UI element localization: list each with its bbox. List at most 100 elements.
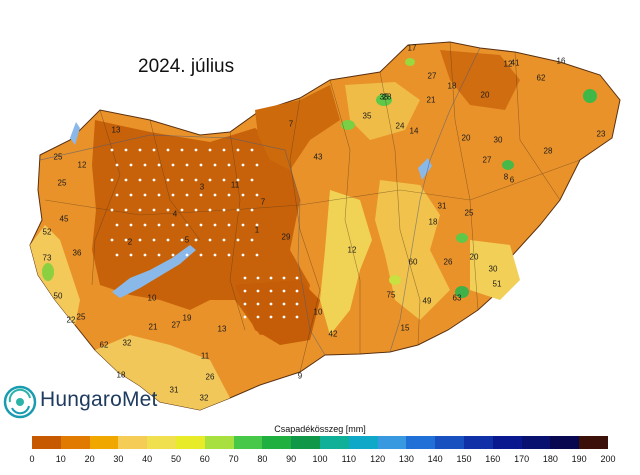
legend-tick-label: 170 [514, 454, 530, 464]
station-dot [255, 193, 259, 197]
legend-title: Csapadékösszeg [mm] [274, 424, 366, 434]
station-dot [157, 193, 161, 197]
precip-value-label: 20 [469, 252, 479, 262]
station-dot [115, 163, 119, 167]
legend-tick-label: 100 [312, 454, 328, 464]
station-dot [255, 253, 259, 257]
station-dot [180, 238, 184, 242]
precip-value-label: 52 [42, 227, 52, 237]
legend-tick-label: 140 [427, 454, 443, 464]
station-dot [143, 193, 147, 197]
station-dot [199, 163, 203, 167]
precip-value-label: 6 [509, 175, 515, 185]
station-dot [115, 193, 119, 197]
precip-value-label: 42 [328, 329, 338, 339]
precip-value-label: 23 [596, 129, 606, 139]
station-dot [194, 148, 198, 152]
precip-value-label: 25 [57, 178, 67, 188]
precip-value-label: 14 [409, 126, 419, 136]
precip-value-label: 27 [171, 320, 181, 330]
legend-swatch [233, 436, 263, 449]
precip-value-label: 8 [503, 172, 509, 182]
station-dot [256, 276, 260, 280]
legend-swatch [32, 436, 61, 449]
station-dot [222, 148, 226, 152]
station-dot [227, 163, 231, 167]
wet-spot [389, 275, 401, 285]
station-dot [166, 148, 170, 152]
legend-tick-label: 190 [571, 454, 587, 464]
precip-value-label: 45 [59, 214, 69, 224]
station-dot [143, 163, 147, 167]
precip-value-label: 28 [543, 146, 553, 156]
precip-value-label: 31 [169, 385, 179, 395]
station-dot [199, 193, 203, 197]
station-dot [129, 253, 133, 257]
legend-swatch [175, 436, 205, 449]
precip-value-label: 16 [556, 56, 566, 66]
station-dot [243, 302, 247, 306]
station-dot [222, 208, 226, 212]
legend-tick-label: 20 [84, 454, 95, 464]
station-dot [227, 193, 231, 197]
station-dot [236, 178, 240, 182]
legend-tick-label: 0 [29, 454, 35, 464]
legend-swatch [492, 436, 522, 449]
station-dot [243, 289, 247, 293]
station-dot [152, 148, 156, 152]
legend-swatch [521, 436, 551, 449]
station-dot [143, 223, 147, 227]
station-dot [250, 208, 254, 212]
wet-spot [583, 89, 597, 103]
legend-tick-label: 150 [456, 454, 472, 464]
precip-value-label: 13 [217, 324, 227, 334]
precip-value-label: 30 [488, 264, 498, 274]
precip-value-label: 31 [437, 201, 447, 211]
station-dot [115, 253, 119, 257]
station-dot [256, 315, 260, 319]
legend-tick-label: 80 [257, 454, 268, 464]
station-dot [171, 193, 175, 197]
station-dot [213, 193, 217, 197]
station-dot [110, 208, 114, 212]
station-dot [295, 276, 299, 280]
station-dot [129, 223, 133, 227]
legend-ticks: 0 10 20 30 40 50 60 70 80 90 100 110 120 130 140 150 160… [0, 452, 640, 468]
station-dot [157, 223, 161, 227]
legend-tick-label: 90 [286, 454, 297, 464]
precip-value-label: 43 [313, 152, 323, 162]
station-dot [243, 276, 247, 280]
station-dot [227, 253, 231, 257]
precip-value-label: 30 [493, 135, 503, 145]
low-precip-stations [110, 148, 299, 319]
precip-value-label: 12 [77, 160, 87, 170]
station-dot [110, 148, 114, 152]
precip-value-label: 62 [99, 340, 109, 350]
precip-value-label: 12 [347, 245, 357, 255]
station-dot [282, 276, 286, 280]
precip-value-label: 35 [362, 111, 372, 121]
station-dot [199, 253, 203, 257]
station-dot [269, 302, 273, 306]
station-dot [213, 253, 217, 257]
hungaromet-logo-icon [3, 385, 37, 419]
station-dot [166, 178, 170, 182]
legend-swatch [435, 436, 464, 449]
station-dot [250, 148, 254, 152]
legend-swatch [118, 436, 148, 449]
precip-value-label: 26 [443, 257, 453, 267]
rivers [39, 47, 481, 356]
precip-value-label: 75 [386, 290, 396, 300]
map-title: 2024. július [138, 56, 235, 77]
lake-balaton [112, 245, 196, 298]
station-dot [236, 208, 240, 212]
precip-value-label: 25 [464, 208, 474, 218]
station-dot [282, 302, 286, 306]
lake-tisza [418, 158, 432, 180]
precip-value-label: 17 [407, 43, 417, 53]
legend-swatch [89, 436, 119, 449]
station-dot [185, 163, 189, 167]
precip-value-label: 60 [408, 257, 418, 267]
precip-value-label: 18 [447, 81, 457, 91]
wet-zone-tisza [375, 180, 450, 320]
